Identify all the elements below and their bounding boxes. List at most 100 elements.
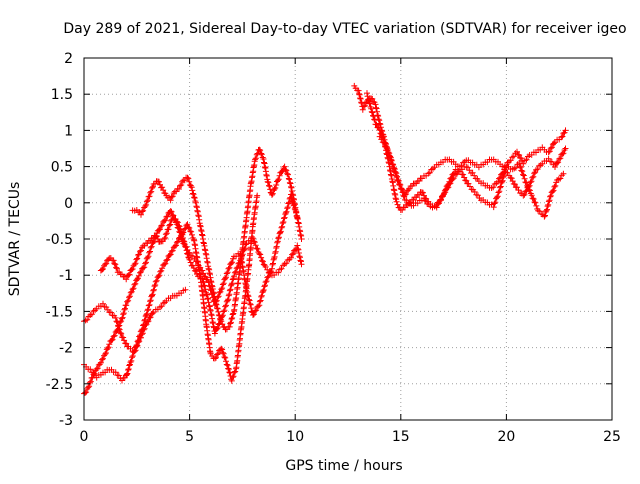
data-point: [146, 249, 153, 256]
data-point: [113, 264, 120, 271]
data-point: [119, 377, 125, 384]
data-point: [541, 213, 548, 220]
series-c: [81, 286, 189, 355]
y-tick-label: -2: [59, 341, 73, 357]
data-point: [550, 187, 557, 194]
data-point: [159, 184, 166, 191]
data-point: [173, 239, 180, 246]
data-point: [442, 186, 449, 193]
data-point: [274, 177, 281, 184]
data-point: [180, 235, 186, 241]
data-point: [127, 359, 134, 366]
data-point: [97, 359, 104, 366]
data-point: [214, 325, 221, 331]
data-point: [286, 199, 293, 206]
data-point: [215, 308, 222, 315]
data-point: [280, 219, 287, 225]
data-point: [509, 178, 516, 185]
data-point: [365, 96, 372, 103]
data-point: [200, 270, 207, 277]
data-point: [277, 229, 284, 236]
x-tick-label: 20: [497, 429, 515, 445]
data-point: [281, 215, 287, 222]
data-point: [218, 345, 225, 352]
data-point: [145, 306, 152, 313]
data-point: [126, 293, 133, 300]
data-point: [252, 156, 259, 163]
data-marks: [81, 82, 569, 397]
data-point: [109, 336, 116, 343]
data-point: [211, 296, 218, 303]
data-point: [516, 163, 523, 170]
data-point: [502, 168, 509, 175]
data-point: [213, 354, 219, 361]
data-point: [124, 370, 131, 377]
y-tick-label: -0.5: [46, 232, 73, 248]
data-point: [144, 318, 151, 325]
data-point: [129, 354, 135, 361]
data-point: [224, 269, 231, 276]
data-point: [218, 286, 225, 293]
data-point: [229, 311, 236, 318]
data-point: [281, 163, 288, 170]
data-point: [229, 315, 236, 321]
data-point: [147, 248, 153, 255]
data-point: [138, 247, 144, 254]
data-point: [371, 116, 378, 123]
data-point: [131, 348, 138, 355]
data-point: [147, 314, 154, 321]
data-point: [390, 165, 397, 172]
data-point: [163, 213, 170, 220]
data-point: [126, 271, 133, 278]
data-point: [100, 266, 106, 272]
data-point: [186, 225, 193, 231]
data-point: [162, 234, 169, 241]
data-point: [225, 365, 232, 372]
data-point: [554, 160, 561, 166]
data-point: [529, 195, 536, 202]
data-point: [258, 150, 264, 157]
data-point: [251, 311, 257, 318]
data-point: [228, 260, 235, 267]
data-point: [125, 367, 132, 373]
data-point: [112, 314, 119, 321]
data-point: [393, 198, 400, 205]
data-point: [218, 318, 225, 325]
data-point: [213, 301, 220, 308]
data-point: [159, 265, 166, 272]
data-point: [387, 153, 393, 160]
data-point: [119, 315, 125, 322]
data-point: [170, 212, 177, 219]
data-point: [184, 221, 191, 228]
data-point: [149, 291, 156, 298]
data-point: [258, 293, 265, 300]
data-point: [229, 374, 236, 381]
data-point: [164, 256, 171, 263]
data-point: [169, 193, 176, 200]
data-point: [266, 183, 273, 190]
data-point: [256, 146, 263, 153]
data-point: [147, 244, 154, 251]
data-point: [129, 286, 136, 293]
data-point: [250, 312, 256, 318]
data-point: [390, 161, 397, 168]
y-tick-label: 0: [64, 196, 73, 212]
data-point: [273, 182, 280, 188]
data-point: [264, 178, 271, 185]
data-point: [187, 228, 194, 235]
data-point: [215, 312, 222, 318]
data-point: [94, 365, 101, 372]
chart-title: Day 289 of 2021, Sidereal Day-to-day VTE…: [63, 21, 626, 37]
data-point: [226, 264, 233, 271]
data-point: [283, 167, 290, 174]
data-point: [149, 183, 156, 190]
data-point: [278, 224, 285, 231]
data-point: [388, 157, 395, 164]
data-point: [173, 218, 180, 225]
data-point: [544, 206, 550, 213]
data-point: [158, 303, 165, 310]
data-point: [128, 357, 135, 364]
data-point: [376, 120, 383, 127]
data-point: [138, 211, 144, 218]
data-point: [225, 265, 232, 272]
